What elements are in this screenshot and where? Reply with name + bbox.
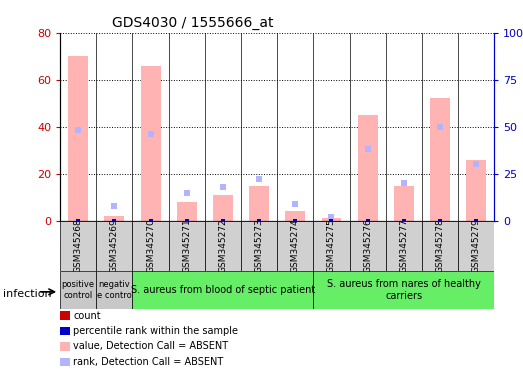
Bar: [105, 216, 124, 221]
Text: S. aureus from nares of healthy
carriers: S. aureus from nares of healthy carriers: [327, 279, 481, 301]
Bar: [358, 115, 378, 221]
Text: value, Detection Call = ABSENT: value, Detection Call = ABSENT: [73, 341, 229, 351]
Bar: [322, 218, 342, 221]
Text: GSM345270: GSM345270: [146, 218, 155, 273]
Bar: [96, 221, 132, 271]
Bar: [132, 271, 313, 309]
Bar: [241, 221, 277, 271]
Text: percentile rank within the sample: percentile rank within the sample: [73, 326, 238, 336]
Text: GSM345276: GSM345276: [363, 218, 372, 273]
Bar: [286, 211, 305, 221]
Bar: [313, 271, 494, 309]
Text: GDS4030 / 1555666_at: GDS4030 / 1555666_at: [112, 16, 274, 30]
Text: count: count: [73, 311, 101, 321]
Bar: [69, 56, 88, 221]
Bar: [96, 271, 132, 309]
Bar: [458, 221, 494, 271]
Bar: [168, 221, 205, 271]
Bar: [385, 221, 422, 271]
Bar: [132, 221, 168, 271]
Bar: [213, 195, 233, 221]
Text: infection: infection: [3, 289, 51, 299]
Bar: [60, 271, 96, 309]
Text: GSM345274: GSM345274: [291, 218, 300, 273]
Text: GSM345273: GSM345273: [255, 218, 264, 273]
Text: GSM345272: GSM345272: [219, 218, 228, 273]
Bar: [141, 66, 161, 221]
Bar: [60, 221, 96, 271]
Text: rank, Detection Call = ABSENT: rank, Detection Call = ABSENT: [73, 357, 223, 367]
Bar: [313, 221, 349, 271]
Text: S. aureus from blood of septic patient: S. aureus from blood of septic patient: [131, 285, 315, 295]
Bar: [205, 221, 241, 271]
Bar: [422, 221, 458, 271]
Bar: [177, 202, 197, 221]
Text: negativ
e contro: negativ e contro: [97, 280, 132, 300]
Bar: [466, 160, 486, 221]
Text: GSM345278: GSM345278: [436, 218, 445, 273]
Bar: [349, 221, 385, 271]
Bar: [277, 221, 313, 271]
Text: positive
control: positive control: [62, 280, 95, 300]
Bar: [394, 185, 414, 221]
Text: GSM345279: GSM345279: [472, 218, 481, 273]
Text: GSM345275: GSM345275: [327, 218, 336, 273]
Text: GSM345269: GSM345269: [110, 218, 119, 273]
Bar: [249, 185, 269, 221]
Text: GSM345268: GSM345268: [74, 218, 83, 273]
Text: GSM345277: GSM345277: [399, 218, 408, 273]
Bar: [430, 98, 450, 221]
Text: GSM345271: GSM345271: [182, 218, 191, 273]
